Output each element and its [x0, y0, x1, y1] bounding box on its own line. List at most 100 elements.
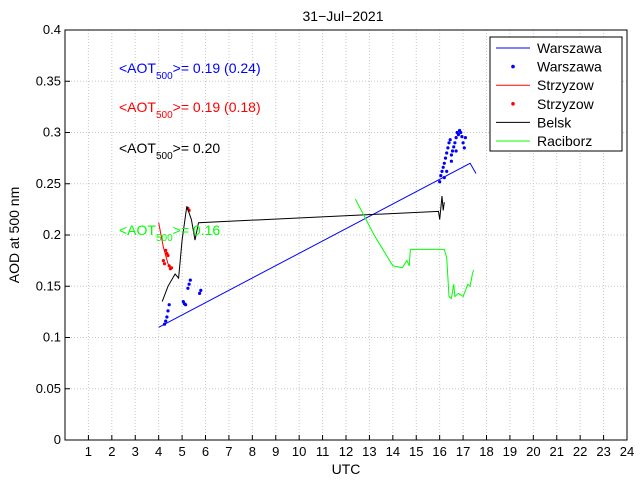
aot-annotation: <AOT500>= 0.20	[119, 140, 220, 162]
legend-label: Warszawa	[537, 59, 602, 75]
series-point-warszawa	[449, 159, 453, 163]
x-tick-label: 1	[85, 444, 92, 459]
x-tick-label: 19	[503, 444, 517, 459]
series-point-strzyzow	[162, 262, 167, 266]
legend-dot-swatch	[511, 102, 515, 106]
x-tick-label: 6	[202, 444, 209, 459]
series-point-warszawa	[187, 282, 191, 286]
legend-label: Strzyzow	[537, 77, 595, 93]
y-tick-label: 0	[54, 432, 61, 447]
series-point-warszawa	[441, 165, 445, 169]
series-point-warszawa	[442, 176, 446, 180]
series-point-warszawa	[198, 291, 202, 295]
x-tick-label: 16	[432, 444, 446, 459]
legend-box	[489, 36, 623, 152]
legend-dot-swatch	[511, 64, 515, 69]
series-point-warszawa	[188, 278, 192, 282]
series-point-warszawa	[463, 136, 467, 140]
legend-label: Belsk	[537, 114, 572, 130]
x-tick-label: 20	[526, 444, 540, 459]
y-tick-label: 0.1	[43, 330, 61, 345]
x-tick-label: 22	[573, 444, 587, 459]
series-point-warszawa	[164, 319, 168, 323]
x-tick-label: 15	[409, 444, 423, 459]
legend-label: Raciborz	[537, 133, 592, 149]
series-point-warszawa	[448, 138, 452, 142]
series-point-warszawa	[454, 149, 458, 153]
series-point-warszawa	[459, 130, 463, 135]
legend-label: Warszawa	[537, 40, 602, 56]
series-point-warszawa	[165, 315, 169, 319]
series-line-raciborz	[354, 198, 475, 300]
y-tick-label: 0.3	[43, 125, 61, 140]
x-tick-label: 9	[272, 444, 279, 459]
x-tick-label: 13	[362, 444, 376, 459]
x-tick-label: 11	[316, 444, 330, 459]
series-point-warszawa	[446, 146, 450, 150]
series-line-warszawa	[158, 162, 477, 328]
x-tick-label: 17	[456, 444, 470, 459]
x-tick-label: 14	[386, 444, 400, 459]
series-point-warszawa	[440, 169, 444, 173]
x-tick-label: 10	[292, 444, 306, 459]
series-point-warszawa	[184, 303, 188, 307]
series-point-warszawa	[442, 161, 446, 165]
x-tick-label: 3	[132, 444, 139, 459]
series-point-strzyzow	[166, 253, 170, 258]
y-axis-ticks: 0 0.05 0.1 0.15 0.2 0.25 0.3 0.35 0.4	[36, 22, 70, 447]
y-tick-label: 0.15	[36, 278, 61, 293]
x-tick-label: 23	[596, 444, 610, 459]
chart-title: 31−Jul−2021	[303, 8, 384, 24]
series-point-warszawa	[199, 288, 203, 292]
series-point-strzyzow	[164, 248, 168, 252]
series-point-warszawa	[439, 174, 443, 178]
y-tick-label: 0.05	[36, 381, 61, 396]
series-point-warszawa	[443, 156, 448, 160]
series-point-strzyzow	[169, 266, 174, 270]
series-point-warszawa	[186, 286, 190, 290]
series-point-warszawa	[454, 136, 458, 140]
x-tick-label: 8	[249, 444, 256, 459]
series-point-warszawa	[445, 151, 449, 155]
x-tick-label: 12	[339, 444, 353, 459]
series-point-warszawa	[456, 133, 460, 137]
x-axis-label: UTC	[332, 461, 361, 477]
y-tick-label: 0.4	[43, 22, 61, 37]
y-tick-label: 0.35	[36, 73, 61, 88]
y-tick-label: 0.2	[43, 227, 61, 242]
x-tick-label: 18	[479, 444, 493, 459]
series-line-belsk	[161, 196, 445, 302]
series-point-warszawa	[438, 180, 442, 184]
legend: Warszawa Warszawa Strzyzow Strzyzow Belsk Rac…	[489, 36, 623, 152]
series-point-warszawa	[162, 322, 167, 326]
series-point-strzyzow	[161, 259, 165, 263]
x-axis-ticks: 1 2 3 4 5 6 7 8 9 10 11 12 13 14 15 16 17 18 19 20 21 22 23 24	[85, 435, 634, 459]
x-tick-label: 21	[550, 444, 564, 459]
series-point-warszawa	[453, 141, 457, 145]
y-axis-label: AOD at 500 nm	[6, 187, 22, 284]
series-point-warszawa	[449, 153, 453, 157]
x-tick-label: 4	[155, 444, 162, 459]
series-point-warszawa	[462, 146, 466, 150]
x-tick-label: 7	[225, 444, 232, 459]
aot-annotation: <AOT500>= 0.19 (0.18)	[119, 99, 261, 121]
x-tick-label: 2	[108, 444, 115, 459]
legend-label: Strzyzow	[537, 96, 595, 112]
series-point-warszawa	[461, 141, 465, 145]
x-tick-label: 5	[178, 444, 185, 459]
y-tick-label: 0.25	[36, 176, 61, 191]
series-point-strzyzow	[167, 264, 171, 268]
series-point-warszawa	[460, 135, 464, 139]
series-point-warszawa	[167, 303, 171, 307]
series-point-warszawa	[166, 309, 170, 313]
series-point-warszawa	[450, 149, 455, 153]
series-point-warszawa	[447, 141, 451, 145]
series-layer	[158, 128, 477, 328]
series-point-warszawa	[445, 169, 449, 173]
x-tick-label: 24	[620, 444, 634, 459]
series-point-warszawa	[452, 145, 456, 149]
aot-annotation: <AOT500>= 0.16	[119, 222, 220, 244]
annotations: <AOT500>= 0.19 (0.24) <AOT500>= 0.19 (0.1…	[119, 60, 261, 244]
aot-annotation: <AOT500>= 0.19 (0.24)	[119, 60, 261, 82]
